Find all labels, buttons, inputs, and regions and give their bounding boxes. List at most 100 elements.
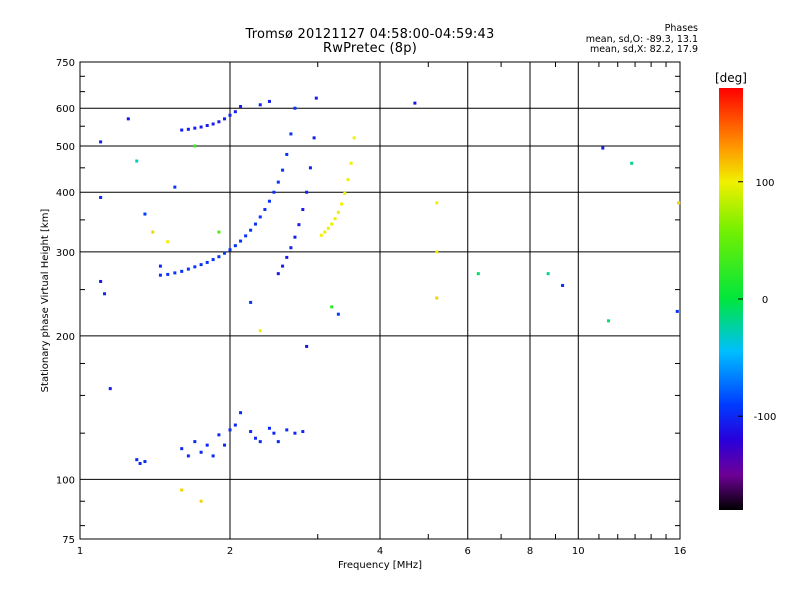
data-point [281, 264, 285, 268]
data-point [180, 447, 184, 451]
data-point [476, 272, 480, 276]
data-point [186, 267, 190, 271]
data-point [293, 235, 297, 239]
data-point [305, 344, 309, 348]
data-point [217, 120, 221, 124]
data-point [343, 191, 347, 195]
data-point [336, 312, 340, 316]
phases-x-mode: mean, sd,X: 82.2, 17.9 [589, 44, 698, 55]
colorbar-tick-label: 100 [755, 178, 774, 189]
x-tick-label: 8 [527, 546, 533, 557]
data-point [289, 132, 293, 136]
data-point [205, 260, 209, 264]
data-point [211, 122, 215, 126]
data-point [607, 319, 611, 323]
data-point [630, 161, 634, 165]
data-point [435, 201, 439, 205]
data-point [228, 113, 232, 117]
data-point [546, 272, 550, 276]
data-point [103, 292, 107, 296]
y-tick-label: 600 [56, 104, 75, 115]
colorbar-tick-label: 0 [762, 295, 768, 306]
data-point [336, 210, 340, 214]
data-point [285, 428, 289, 432]
data-point [239, 411, 243, 415]
data-point [143, 212, 147, 216]
data-point [323, 230, 327, 234]
data-point [601, 146, 605, 150]
data-point [675, 309, 679, 313]
data-point [267, 99, 271, 103]
data-point [108, 387, 112, 391]
data-point [205, 443, 209, 447]
x-tick-label: 1 [77, 546, 83, 557]
colorbar-tick-label: -100 [754, 412, 777, 423]
data-point [301, 207, 305, 211]
data-point [677, 201, 681, 205]
data-point [435, 250, 439, 254]
y-tick-label: 500 [56, 142, 75, 153]
chart-title: Tromsø 20121127 04:58:00-04:59:43 [245, 27, 495, 42]
data-point [199, 125, 203, 129]
data-point [158, 273, 162, 277]
data-point [205, 123, 209, 127]
data-point [340, 202, 344, 206]
data-point [281, 168, 285, 172]
data-point [228, 428, 232, 432]
data-point [199, 263, 203, 267]
y-tick-label: 75 [62, 535, 75, 546]
data-point [330, 222, 334, 226]
data-point [301, 430, 305, 434]
colorbar-unit-label: [deg] [715, 71, 747, 85]
data-point [293, 106, 297, 110]
data-point [319, 233, 323, 237]
data-point [561, 283, 565, 287]
x-tick-label: 4 [377, 546, 383, 557]
data-point [249, 228, 253, 232]
data-point [312, 136, 316, 140]
data-point [138, 461, 142, 465]
data-point [276, 272, 280, 276]
x-tick-label: 2 [227, 546, 233, 557]
chart-subtitle: RwPretec (8p) [323, 41, 417, 56]
data-point [305, 190, 309, 194]
data-point [239, 239, 243, 243]
phases-o-mode: mean, sd,O: -89.3, 13.1 [585, 34, 698, 45]
data-point [413, 101, 417, 105]
data-point [233, 244, 237, 248]
data-point [239, 105, 243, 109]
data-point [249, 430, 253, 434]
data-point [285, 152, 289, 156]
data-point [272, 190, 276, 194]
data-point [199, 450, 203, 454]
data-point [193, 440, 197, 444]
data-point [193, 265, 197, 269]
data-point [233, 110, 237, 114]
data-point [276, 180, 280, 184]
data-point [267, 426, 271, 430]
data-point [253, 222, 257, 226]
data-point [253, 436, 257, 440]
data-point [326, 226, 330, 230]
data-point [199, 499, 203, 503]
phases-heading: Phases [664, 23, 698, 34]
data-point [223, 443, 227, 447]
data-point [228, 248, 232, 252]
data-point [186, 127, 190, 131]
data-point [173, 271, 177, 275]
data-point [166, 240, 170, 244]
data-point [217, 230, 221, 234]
data-point [352, 136, 356, 140]
data-point [151, 230, 155, 234]
data-point [186, 454, 190, 458]
data-point [272, 431, 276, 435]
data-point [135, 159, 139, 163]
data-point [180, 488, 184, 492]
data-point [180, 128, 184, 132]
data-point [276, 440, 280, 444]
data-point [99, 279, 103, 283]
data-point [285, 255, 289, 259]
data-point [217, 433, 221, 437]
data-point [223, 251, 227, 255]
